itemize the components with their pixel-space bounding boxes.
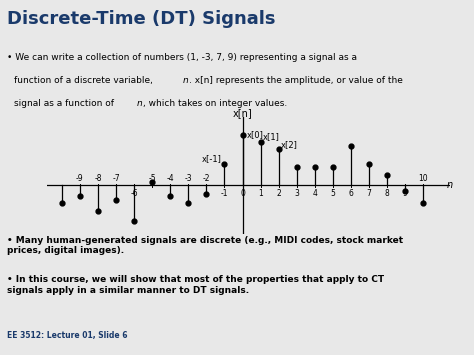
Text: 2: 2: [276, 189, 281, 198]
Text: 6: 6: [348, 189, 354, 198]
Text: 10: 10: [419, 174, 428, 183]
Text: -5: -5: [148, 174, 156, 183]
Text: 9: 9: [403, 189, 408, 198]
Text: x[1]: x[1]: [263, 132, 279, 142]
Text: EE 3512: Lecture 01, Slide 6: EE 3512: Lecture 01, Slide 6: [7, 331, 128, 340]
Text: -2: -2: [203, 174, 210, 183]
Text: 7: 7: [366, 189, 372, 198]
Text: -7: -7: [112, 174, 120, 183]
Text: 5: 5: [330, 189, 335, 198]
Text: n: n: [137, 99, 143, 108]
Text: function of a discrete variable,: function of a discrete variable,: [14, 76, 156, 85]
Text: -6: -6: [130, 189, 138, 198]
Text: x[2]: x[2]: [281, 140, 297, 149]
Text: 1: 1: [258, 189, 263, 198]
Text: x[n]: x[n]: [233, 109, 252, 119]
Text: n: n: [183, 76, 189, 85]
Text: 3: 3: [294, 189, 299, 198]
Text: • In this course, we will show that most of the properties that apply to CT
sign: • In this course, we will show that most…: [7, 275, 384, 295]
Text: -1: -1: [221, 189, 228, 198]
Text: -4: -4: [166, 174, 174, 183]
Text: • We can write a collection of numbers (1, -3, 7, 9) representing a signal as a: • We can write a collection of numbers (…: [7, 53, 357, 62]
Text: x[0]: x[0]: [247, 131, 264, 140]
Text: , which takes on integer values.: , which takes on integer values.: [143, 99, 287, 108]
Text: Discrete-Time (DT) Signals: Discrete-Time (DT) Signals: [7, 10, 275, 28]
Text: • Many human-generated signals are discrete (e.g., MIDI codes, stock market
pric: • Many human-generated signals are discr…: [7, 236, 403, 255]
Text: . x[n] represents the amplitude, or value of the: . x[n] represents the amplitude, or valu…: [189, 76, 403, 85]
Text: x[-1]: x[-1]: [202, 154, 222, 163]
Text: 0: 0: [240, 189, 245, 198]
Text: 8: 8: [385, 189, 390, 198]
Text: -9: -9: [76, 174, 84, 183]
Text: signal as a function of: signal as a function of: [14, 99, 117, 108]
Text: 4: 4: [312, 189, 317, 198]
Text: -3: -3: [184, 174, 192, 183]
Text: n: n: [447, 180, 453, 190]
Text: -8: -8: [94, 174, 102, 183]
